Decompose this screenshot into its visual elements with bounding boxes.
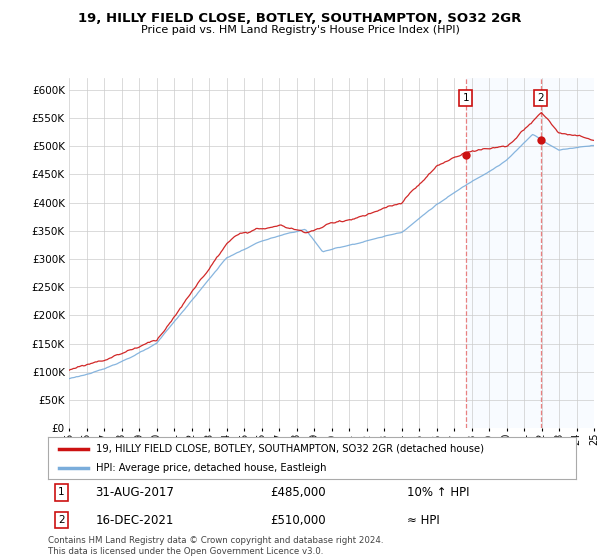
Text: 19, HILLY FIELD CLOSE, BOTLEY, SOUTHAMPTON, SO32 2GR (detached house): 19, HILLY FIELD CLOSE, BOTLEY, SOUTHAMPT… — [95, 444, 484, 454]
Text: 10% ↑ HPI: 10% ↑ HPI — [407, 486, 470, 499]
Text: Price paid vs. HM Land Registry's House Price Index (HPI): Price paid vs. HM Land Registry's House … — [140, 25, 460, 35]
Text: 31-AUG-2017: 31-AUG-2017 — [95, 486, 175, 499]
Text: £485,000: £485,000 — [270, 486, 325, 499]
Text: HPI: Average price, detached house, Eastleigh: HPI: Average price, detached house, East… — [95, 463, 326, 473]
Bar — [466, 78, 594, 428]
Text: 19, HILLY FIELD CLOSE, BOTLEY, SOUTHAMPTON, SO32 2GR: 19, HILLY FIELD CLOSE, BOTLEY, SOUTHAMPT… — [79, 12, 521, 25]
Text: £510,000: £510,000 — [270, 514, 325, 526]
Text: 2: 2 — [538, 93, 544, 103]
Text: ≈ HPI: ≈ HPI — [407, 514, 440, 526]
Text: 16-DEC-2021: 16-DEC-2021 — [95, 514, 174, 526]
Text: Contains HM Land Registry data © Crown copyright and database right 2024.
This d: Contains HM Land Registry data © Crown c… — [48, 536, 383, 556]
Text: 1: 1 — [463, 93, 469, 103]
Text: 1: 1 — [58, 488, 65, 497]
Text: 2: 2 — [58, 515, 65, 525]
